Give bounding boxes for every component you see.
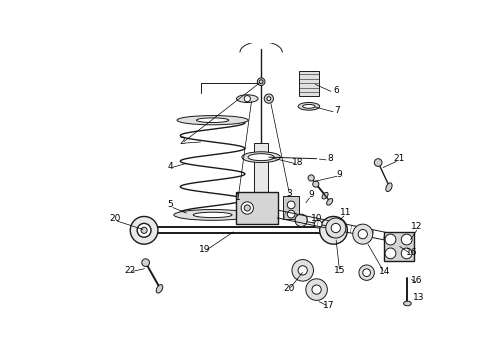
Circle shape — [241, 202, 253, 214]
Text: 4: 4 — [168, 162, 173, 171]
Ellipse shape — [196, 118, 229, 122]
Circle shape — [401, 234, 412, 245]
Bar — [384, 232, 414, 261]
Text: 8: 8 — [327, 154, 333, 163]
Circle shape — [267, 97, 271, 100]
Circle shape — [401, 248, 412, 259]
Text: 3: 3 — [287, 189, 293, 198]
Text: 5: 5 — [168, 201, 173, 210]
Bar — [283, 195, 299, 219]
Text: 15: 15 — [334, 266, 345, 275]
Text: 9: 9 — [337, 170, 343, 179]
Ellipse shape — [327, 198, 333, 205]
Circle shape — [264, 94, 273, 103]
Text: 13: 13 — [413, 293, 424, 302]
Text: 20: 20 — [109, 214, 121, 223]
Circle shape — [326, 223, 341, 237]
Circle shape — [313, 181, 319, 187]
Bar — [299, 71, 319, 95]
Text: 17: 17 — [323, 301, 335, 310]
Text: 18: 18 — [292, 158, 303, 167]
Text: 14: 14 — [379, 267, 390, 276]
Text: 11: 11 — [340, 208, 352, 217]
Circle shape — [385, 234, 396, 245]
Text: 2: 2 — [179, 137, 185, 146]
Text: 20: 20 — [283, 284, 294, 293]
Circle shape — [244, 95, 250, 102]
Ellipse shape — [248, 154, 274, 161]
Circle shape — [141, 227, 147, 233]
Circle shape — [312, 285, 321, 294]
Ellipse shape — [174, 210, 251, 220]
Text: 12: 12 — [411, 222, 422, 231]
Circle shape — [244, 205, 250, 211]
Circle shape — [292, 260, 314, 281]
Text: 1: 1 — [235, 193, 241, 202]
Ellipse shape — [237, 95, 258, 103]
Circle shape — [319, 216, 347, 244]
Circle shape — [137, 223, 151, 237]
Text: 19: 19 — [199, 245, 211, 254]
Ellipse shape — [404, 301, 411, 306]
Circle shape — [298, 266, 307, 275]
Circle shape — [330, 227, 337, 233]
Text: 7: 7 — [335, 107, 340, 116]
Circle shape — [130, 216, 158, 244]
Bar — [236, 192, 278, 224]
Circle shape — [308, 175, 314, 181]
Text: 16: 16 — [411, 276, 422, 285]
Circle shape — [306, 279, 327, 300]
Circle shape — [359, 265, 374, 280]
Circle shape — [353, 224, 373, 244]
Circle shape — [257, 78, 265, 86]
Text: 10: 10 — [311, 214, 322, 223]
Circle shape — [363, 269, 370, 276]
Circle shape — [331, 223, 341, 233]
Text: 9: 9 — [308, 190, 314, 199]
Ellipse shape — [242, 152, 280, 163]
Circle shape — [385, 248, 396, 259]
Circle shape — [287, 201, 295, 209]
Bar — [250, 201, 272, 218]
Circle shape — [259, 80, 263, 84]
Ellipse shape — [303, 104, 315, 108]
Circle shape — [326, 218, 346, 238]
Circle shape — [287, 210, 295, 218]
Circle shape — [142, 259, 149, 266]
Circle shape — [314, 220, 322, 228]
Text: 22: 22 — [124, 266, 136, 275]
Circle shape — [374, 159, 382, 166]
Ellipse shape — [322, 192, 328, 199]
Bar — [254, 143, 268, 201]
Ellipse shape — [298, 103, 319, 110]
Ellipse shape — [193, 212, 232, 217]
Text: 16: 16 — [406, 248, 417, 257]
Ellipse shape — [156, 285, 163, 293]
Text: 21: 21 — [393, 154, 405, 163]
Circle shape — [330, 222, 341, 233]
Ellipse shape — [177, 116, 248, 125]
Text: 6: 6 — [333, 86, 339, 95]
Circle shape — [295, 214, 307, 226]
Ellipse shape — [386, 183, 392, 192]
Circle shape — [358, 230, 368, 239]
